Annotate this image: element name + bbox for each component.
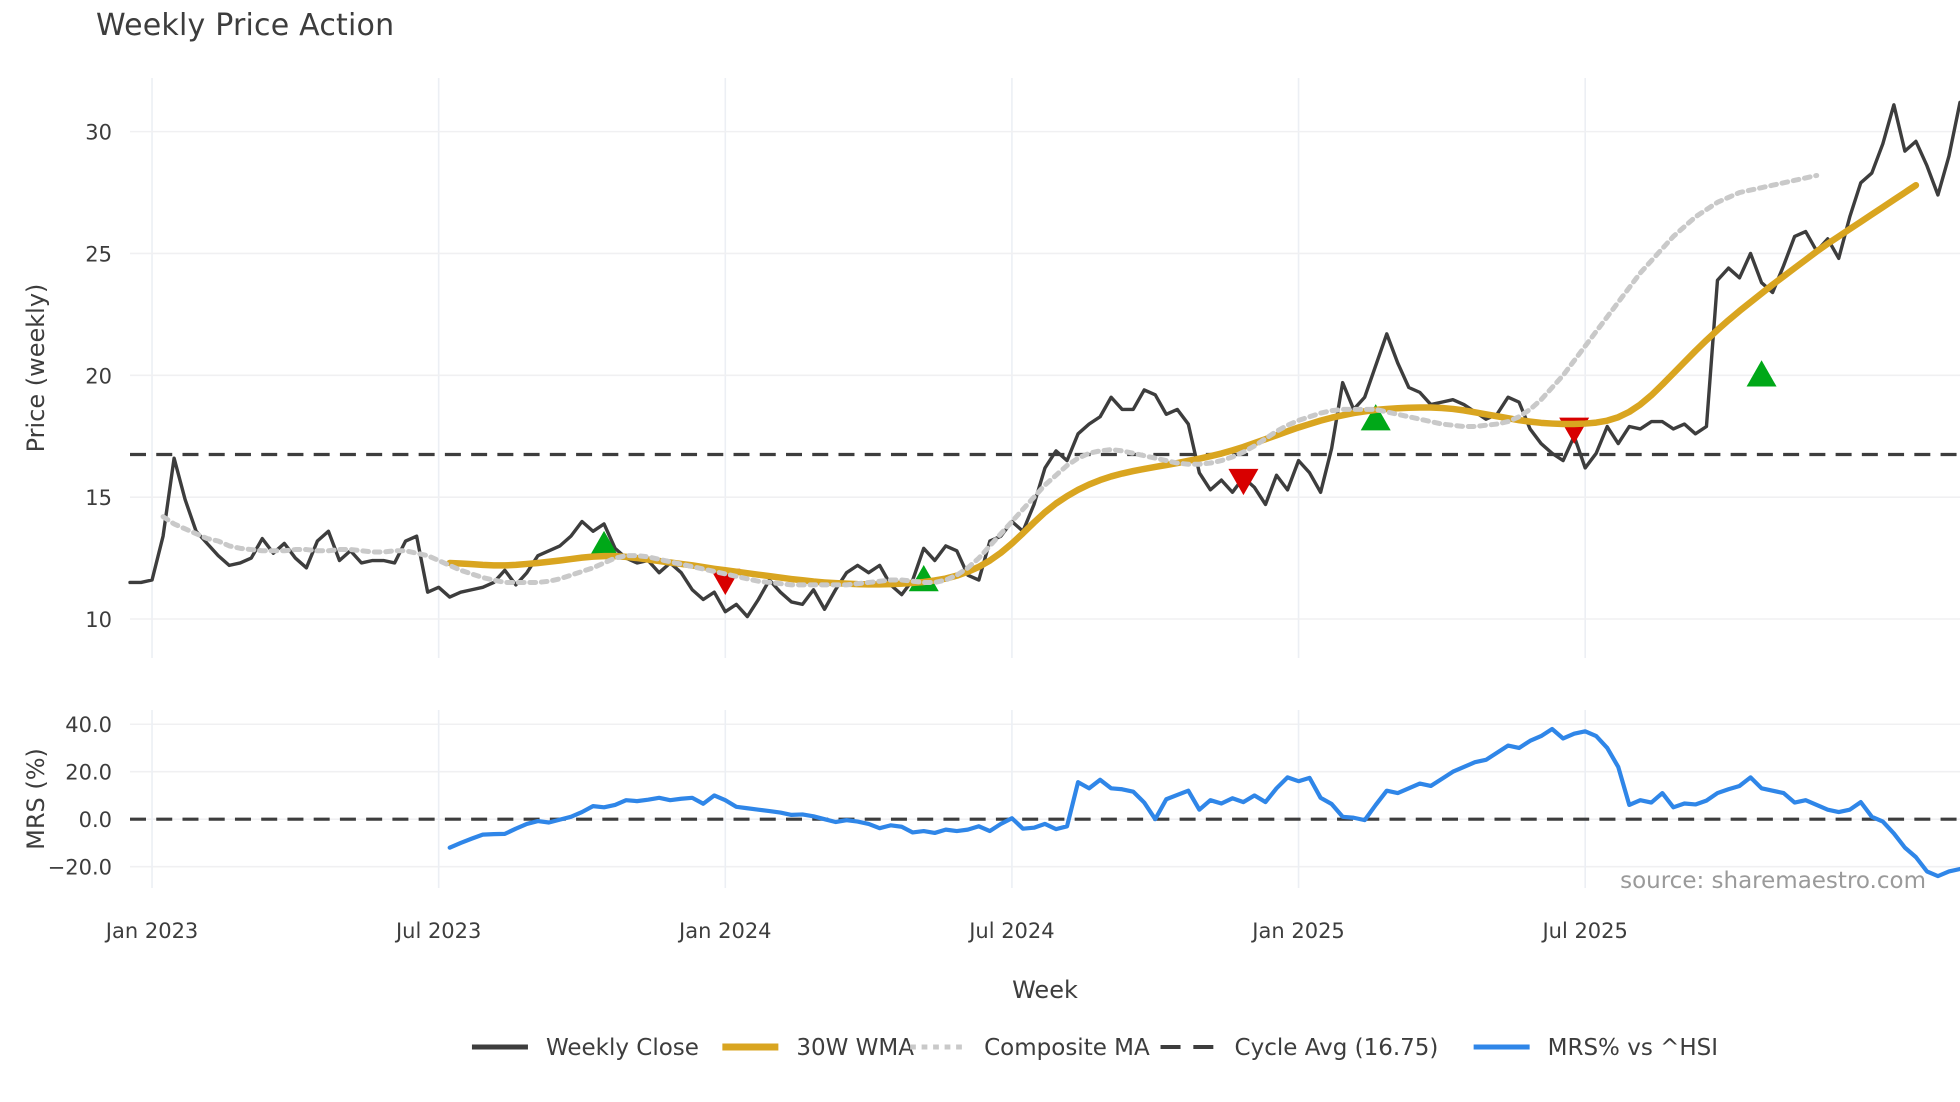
x-axis-tick-label: Jan 2023 [104, 919, 199, 943]
x-axis-tick-label: Jul 2024 [967, 919, 1054, 943]
y-axis-tick-label: 40.0 [65, 713, 112, 737]
buy-marker-icon [1746, 360, 1777, 387]
buy-marker-icon [1360, 404, 1391, 431]
x-axis-tick-label: Jul 2025 [1540, 919, 1627, 943]
legend-label: 30W WMA [796, 1035, 914, 1061]
series-line [160, 172, 1820, 588]
y-axis-tick-label: 15 [85, 486, 112, 510]
y-axis-title: Price (weekly) [22, 284, 50, 453]
series-line [128, 100, 1960, 619]
y-axis-tick-label: 25 [85, 242, 112, 266]
sell-marker-icon [1228, 468, 1259, 496]
x-axis-tick-label: Jul 2023 [394, 919, 481, 943]
y-axis-tick-label: 0.0 [79, 808, 112, 832]
series-line [446, 181, 1920, 588]
y-axis-title: MRS (%) [22, 748, 50, 850]
legend-label: MRS% vs ^HSI [1548, 1035, 1718, 1061]
x-axis-title: Week [1012, 976, 1078, 1004]
y-axis-tick-label: 20 [85, 364, 112, 388]
y-axis-tick-label: 20.0 [65, 761, 112, 785]
legend-label: Cycle Avg (16.75) [1235, 1035, 1439, 1061]
y-axis-tick-label: −20.0 [48, 856, 112, 880]
x-axis-tick-label: Jan 2025 [1250, 919, 1345, 943]
legend-label: Weekly Close [546, 1035, 699, 1061]
legend-label: Composite MA [984, 1035, 1150, 1061]
y-axis-tick-label: 10 [85, 608, 112, 632]
x-axis-tick-label: Jan 2024 [677, 919, 772, 943]
source-watermark: source: sharemaestro.com [1620, 868, 1926, 894]
buy-marker-icon [589, 530, 620, 558]
y-axis-tick-label: 30 [85, 121, 112, 145]
chart-title: Weekly Price Action [96, 8, 395, 43]
series-line [447, 726, 1960, 879]
